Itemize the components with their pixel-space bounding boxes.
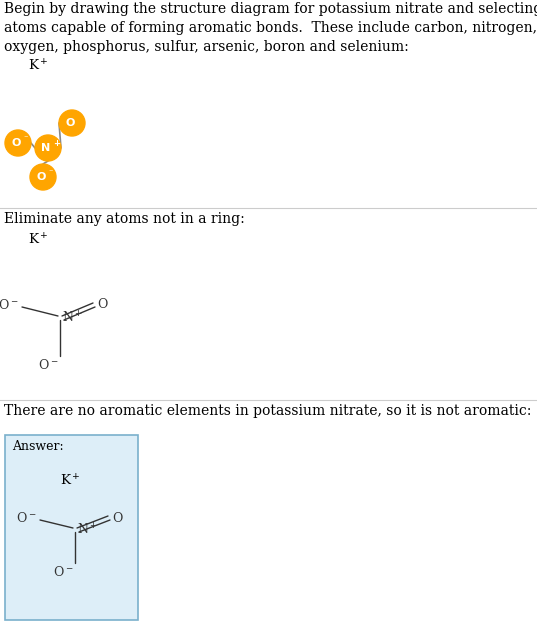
Text: O$^-$: O$^-$ xyxy=(16,511,36,525)
Text: K$^+$: K$^+$ xyxy=(28,232,48,247)
Text: O: O xyxy=(112,511,122,524)
Circle shape xyxy=(59,110,85,136)
Text: ⁻: ⁻ xyxy=(48,168,53,176)
Text: O: O xyxy=(66,118,75,128)
Text: N$^+$: N$^+$ xyxy=(62,310,83,326)
Text: N: N xyxy=(41,143,50,153)
Text: There are no aromatic elements in potassium nitrate, so it is not aromatic:: There are no aromatic elements in potass… xyxy=(4,404,532,418)
Text: N$^+$: N$^+$ xyxy=(77,522,98,538)
Text: O$^-$: O$^-$ xyxy=(38,358,58,372)
Text: K$^+$: K$^+$ xyxy=(60,473,81,489)
Text: O$^-$: O$^-$ xyxy=(53,565,73,579)
Text: +: + xyxy=(53,139,60,148)
Circle shape xyxy=(5,130,31,156)
Text: Begin by drawing the structure diagram for potassium nitrate and selecting those: Begin by drawing the structure diagram f… xyxy=(4,2,537,54)
Text: O: O xyxy=(11,138,21,148)
Text: Eliminate any atoms not in a ring:: Eliminate any atoms not in a ring: xyxy=(4,212,245,226)
Text: O$^-$: O$^-$ xyxy=(0,298,18,312)
Text: K$^+$: K$^+$ xyxy=(28,58,48,73)
Text: O: O xyxy=(97,298,107,311)
Text: Answer:: Answer: xyxy=(12,440,63,453)
Circle shape xyxy=(30,164,56,190)
Text: ⁻: ⁻ xyxy=(23,134,27,143)
FancyBboxPatch shape xyxy=(5,435,138,620)
Text: O: O xyxy=(37,172,46,182)
Circle shape xyxy=(35,135,61,161)
